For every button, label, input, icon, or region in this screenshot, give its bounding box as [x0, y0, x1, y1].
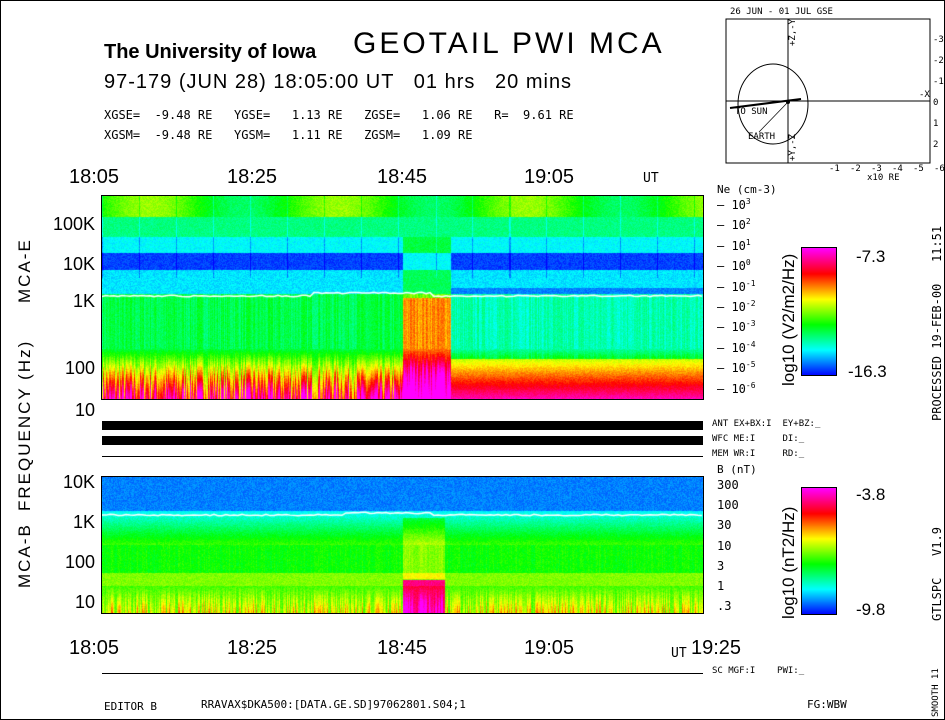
b-axis-tick: .3	[717, 599, 732, 614]
b-colorbar-label: log10 (nT2/Hz)	[779, 506, 798, 619]
orbit-x-tick: -3	[871, 164, 882, 174]
orbit-x-tick: -1	[829, 164, 840, 174]
version-stamp: GTLSPC V1.9	[930, 527, 944, 621]
gse-coordinates: XGSE= -9.48 RE YGSE= 1.13 RE ZGSE= 1.06 …	[104, 108, 574, 122]
ne-axis-tick: – 101	[717, 237, 751, 253]
mca-e-freq-tick: 1K	[72, 291, 95, 311]
mca-b-freq-tick: 1K	[72, 512, 95, 532]
data-file: RRAVAX$DKA500:[DATA.GE.SD]97062801.S04;1	[201, 698, 466, 711]
top-time-tick: 19:05	[524, 166, 575, 188]
mca-e-spectrogram	[102, 196, 703, 399]
gsm-coordinates: XGSM= -9.48 RE YGSM= 1.11 RE ZGSM= 1.09 …	[104, 128, 473, 142]
sc-status: SC MGF:I PWI:_	[712, 666, 805, 676]
ne-axis-tick: – 10-2	[717, 299, 756, 314]
orbit-y-tick: 2	[933, 140, 939, 150]
plot-title: GEOTAIL PWI MCA	[353, 27, 665, 60]
bottom-time-tick: 18:45	[377, 637, 428, 659]
mca-b-freq-tick: 10	[74, 592, 95, 612]
ne-axis-tick: – 103	[717, 197, 751, 212]
bottom-time-tick: 19:25	[691, 637, 742, 659]
ne-axis-tick: – 10-3	[717, 319, 756, 335]
orbit-x-tick: -6	[934, 164, 945, 174]
ne-axis-tick: – 10-5	[717, 360, 756, 376]
mca-e-colorbar	[802, 248, 836, 375]
mca-e-freq-tick: 10K	[62, 254, 95, 274]
mem-status-line	[102, 456, 703, 457]
b-axis-tick: 300	[717, 478, 739, 492]
ne-axis-tick: – 102	[717, 217, 751, 233]
orbit-x-tick: -4	[892, 164, 903, 174]
mca-b-freq-tick: 100	[64, 552, 95, 572]
mca-b-colorbar	[802, 488, 836, 614]
z-axis-label: +Z,-Y	[788, 18, 798, 46]
y-axis-label: +Y,-Z	[788, 133, 798, 161]
mca-b-spectrogram	[102, 477, 703, 613]
mem-status: MEM WR:I RD:_	[712, 449, 805, 459]
mca-e-colorbar-frame	[801, 247, 837, 376]
top-ut-label: UT	[643, 171, 659, 186]
ne-axis-tick: – 100	[717, 258, 751, 274]
bottom-time-tick: 19:05	[524, 637, 575, 659]
orbit-plot	[725, 18, 931, 164]
smooth-stamp: SMOOTH 11	[931, 668, 941, 717]
e-colorbar-max: -7.3	[856, 247, 886, 266]
b-axis-tick: 10	[717, 538, 732, 553]
sc-status-line	[102, 673, 703, 674]
earth-label: EARTH	[748, 132, 776, 142]
b-axis-tick: 30	[717, 518, 732, 533]
b-axis-tick: 1	[717, 579, 725, 593]
ne-axis-tick: – 10-4	[717, 339, 756, 355]
orbit-y-tick: 0	[933, 98, 939, 108]
b-axis-tick: 100	[717, 498, 739, 513]
editor-label: EDITOR B	[104, 700, 157, 713]
processed-stamp: PROCESSED 19-FEB-00 11:51	[930, 225, 944, 421]
antenna-status-bar	[102, 421, 703, 430]
orbit-title: 26 JUN - 01 JUL GSE	[730, 7, 833, 17]
mca-e-freq-tick: 100K	[52, 214, 95, 234]
mca-b-colorbar-frame	[801, 487, 837, 615]
minus-x-label: -X	[919, 90, 930, 100]
orbit-y-tick: -3	[933, 35, 944, 45]
to-sun-label: TO SUN	[735, 107, 768, 117]
mca-b-label: MCA-B	[15, 523, 34, 588]
b-colorbar-min: -9.8	[856, 600, 886, 619]
mca-e-frame	[101, 195, 704, 400]
orbit-x-unit: x10 RE	[867, 173, 900, 183]
wfc-status: WFC ME:I DI:_	[712, 434, 805, 444]
top-time-tick: 18:25	[227, 166, 278, 188]
orbit-y-tick: 1	[933, 119, 939, 129]
wfc-status-bar	[102, 436, 703, 445]
orbit-x-tick: -2	[850, 164, 861, 174]
bottom-ut-label: UT	[671, 646, 687, 661]
mca-e-label: MCA-E	[15, 238, 34, 303]
frequency-axis-label: FREQUENCY (Hz)	[15, 339, 34, 511]
ne-axis-tick: – 10-1	[717, 278, 756, 294]
date-line: 97-179 (JUN 28) 18:05:00 UT 01 hrs 20 mi…	[104, 71, 573, 93]
e-colorbar-label: log10 (V2/m2/Hz)	[779, 253, 798, 386]
top-time-tick: 18:45	[377, 166, 428, 188]
e-colorbar-min: -16.3	[848, 362, 887, 381]
top-time-tick: 18:05	[69, 166, 120, 188]
b-colorbar-max: -3.8	[856, 485, 886, 504]
mca-b-frame	[101, 476, 704, 614]
fg-label: FG:WBW	[807, 698, 847, 711]
ne-axis-tick: – 10-6	[717, 380, 756, 396]
bottom-time-tick: 18:25	[227, 637, 278, 659]
ant-status: ANT EX+BX:I EY+BZ:_	[712, 419, 821, 429]
b-axis-label: B (nT)	[717, 463, 757, 476]
mca-e-freq-tick: 100	[64, 358, 95, 378]
mca-e-freq-tick: 10	[74, 400, 95, 420]
ne-axis-label: Ne (cm-3)	[717, 183, 777, 196]
institution: The University of Iowa	[104, 41, 317, 63]
bottom-time-tick: 18:05	[69, 637, 120, 659]
orbit-y-tick: -1	[933, 77, 944, 87]
mca-b-freq-tick: 10K	[62, 472, 95, 492]
orbit-x-tick: -5	[913, 164, 924, 174]
b-axis-tick: 3	[717, 558, 725, 573]
orbit-y-tick: -2	[933, 56, 944, 66]
